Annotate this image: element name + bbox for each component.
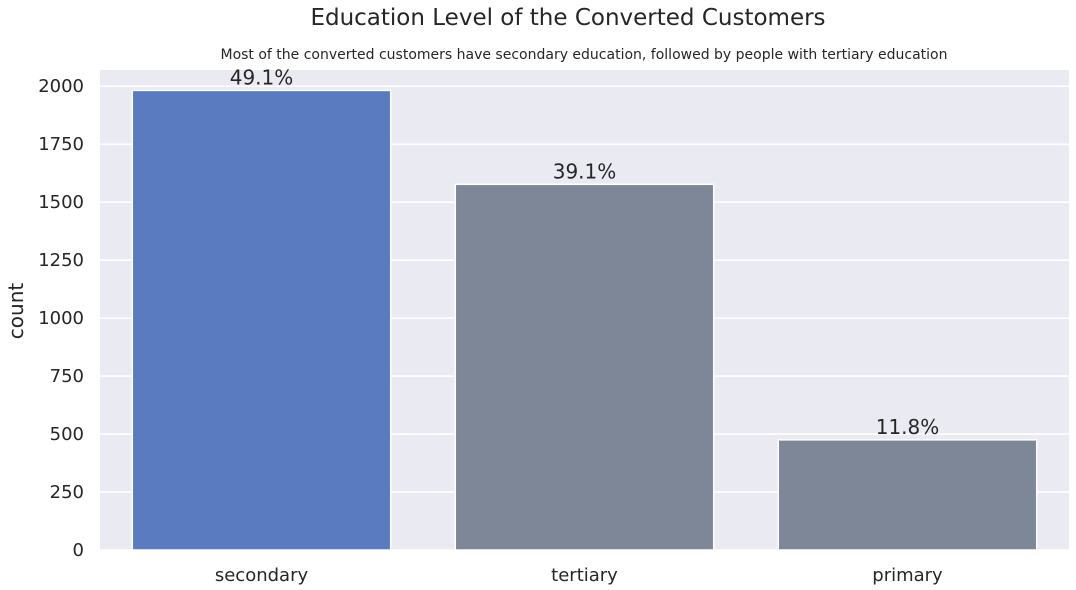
data-label-secondary: 49.1% [230,65,294,89]
y-tick-label: 1000 [38,308,84,329]
y-tick-label: 0 [73,540,84,561]
bar-primary [777,439,1038,551]
y-tick-label: 750 [50,366,84,387]
y-tick-label: 1500 [38,192,84,213]
y-axis-ticks: 0 250 500 750 1000 1250 1500 1750 2000 [38,76,84,561]
y-tick-label: 1750 [38,134,84,155]
data-label-primary: 11.8% [876,415,940,439]
bar-secondary [131,89,392,551]
chart-title: Education Level of the Converted Custome… [310,5,825,31]
x-tick-label-primary: primary [872,565,943,586]
y-tick-label: 500 [50,424,84,445]
x-tick-label-tertiary: tertiary [551,565,618,586]
chart-subtitle: Most of the converted customers have sec… [220,47,947,63]
x-tick-label-secondary: secondary [215,565,309,586]
y-tick-label: 2000 [38,76,84,97]
y-tick-label: 1250 [38,250,84,271]
y-tick-label: 250 [50,482,84,503]
bar-tertiary [454,183,715,551]
data-label-tertiary: 39.1% [553,159,617,183]
bars: 49.1% 39.1% 11.8% [131,65,1038,551]
y-axis-label: count [4,283,28,340]
x-axis-ticks: secondary tertiary primary [215,565,943,586]
